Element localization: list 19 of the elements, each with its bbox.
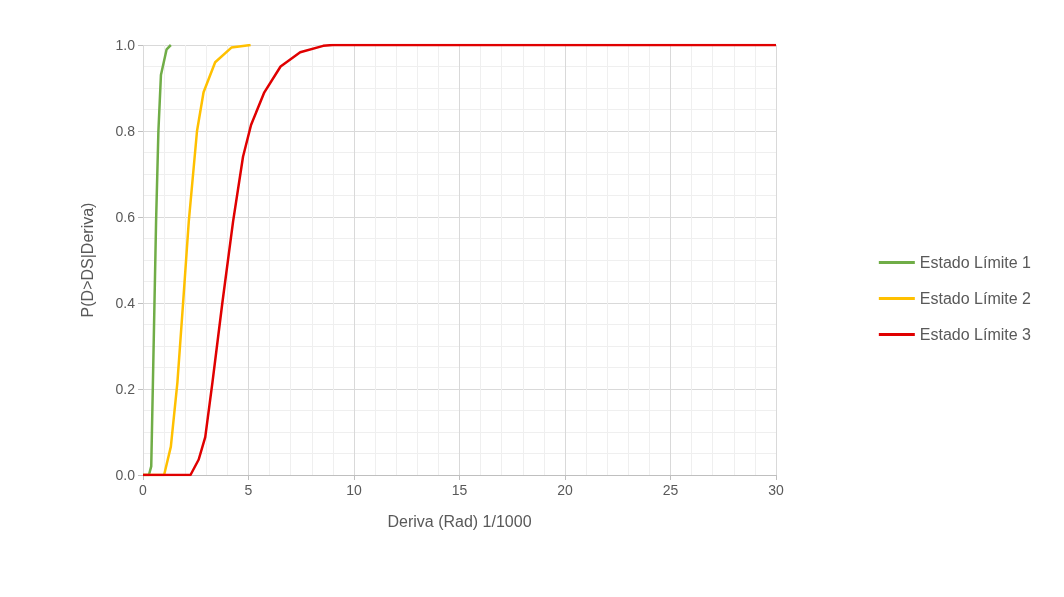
y-tick-label: 0.2 [115,381,136,397]
legend-label: Estado Límite 1 [919,254,1032,271]
x-tick-label: 30 [768,482,784,498]
x-tick-label: 20 [557,482,573,498]
x-axis-title: Deriva (Rad) 1/1000 [387,512,532,530]
y-tick-label: 0.6 [115,209,136,225]
y-tick-label: 0.0 [115,467,136,483]
line-series [141,43,778,477]
y-tick-label: 0.8 [115,123,136,139]
x-tick-label: 25 [662,482,679,498]
x-tick-label: 15 [451,482,468,498]
x-tick-label: 10 [346,482,362,498]
y-axis-title: P(D>DS|Deriva) [78,202,96,318]
y-tick-label: 0.4 [115,295,136,311]
x-tick-label: 5 [244,482,253,498]
x-tick-label: 0 [139,482,148,498]
legend-label: Estado Límite 2 [919,290,1032,307]
y-tick-label: 1.0 [115,37,136,53]
legend-label: Estado Límite 3 [919,326,1032,343]
